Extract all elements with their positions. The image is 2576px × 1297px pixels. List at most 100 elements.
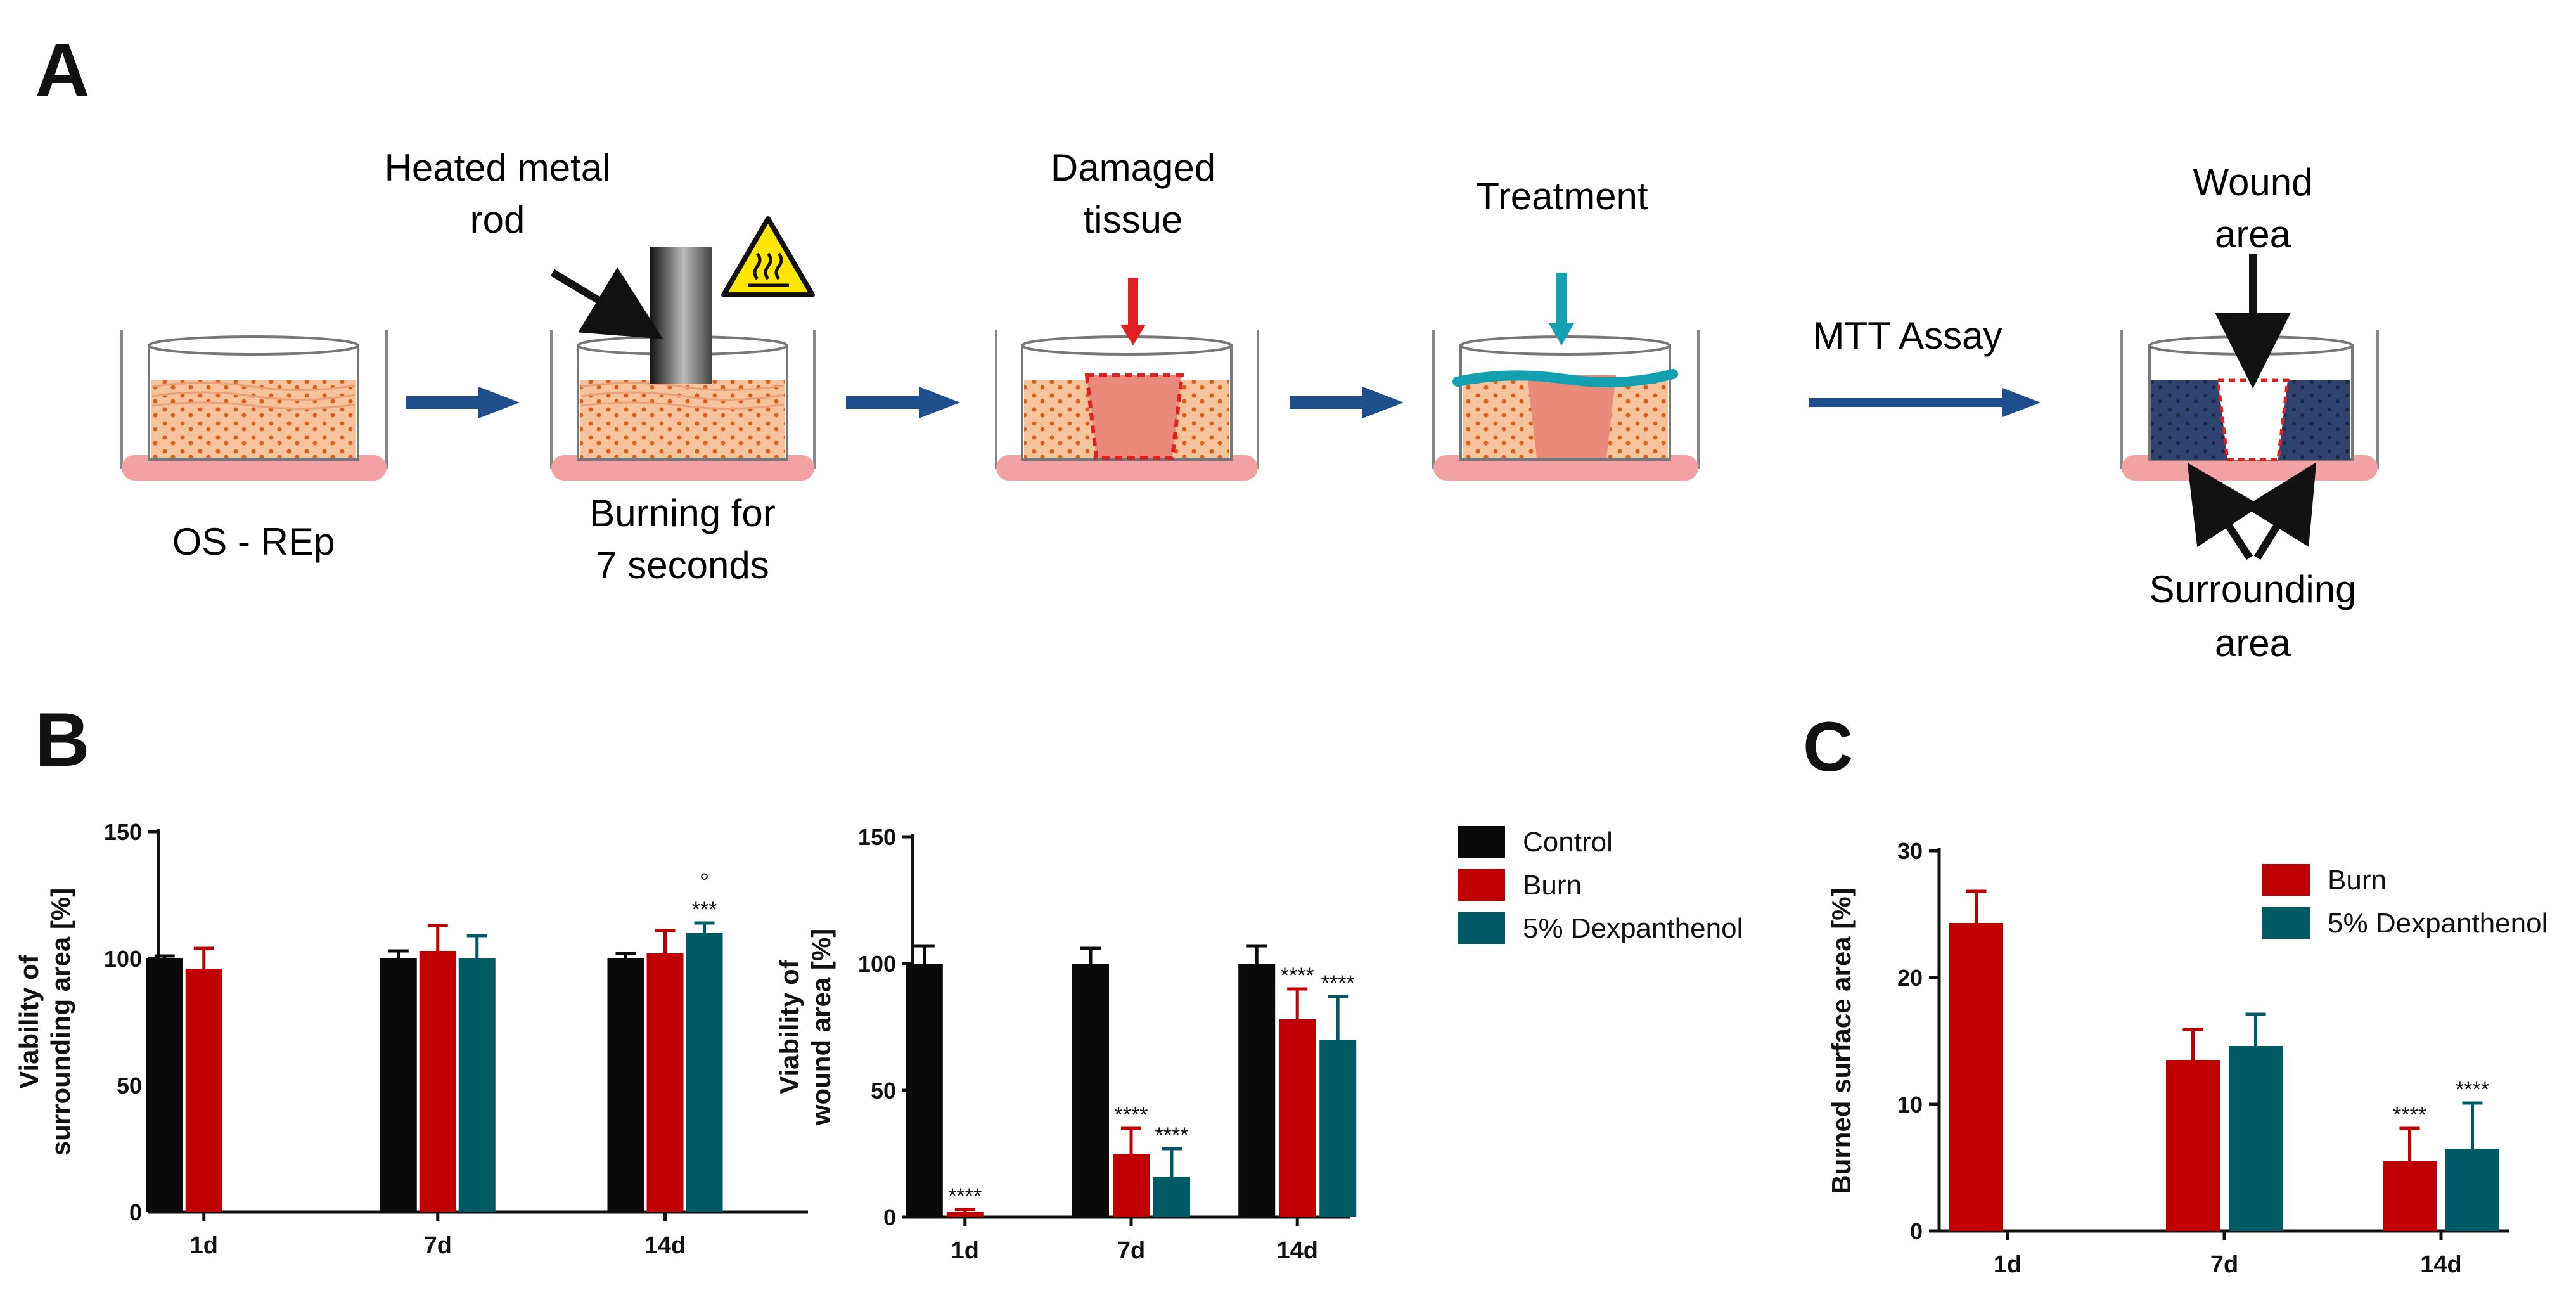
right-arrow-icon [406,387,520,418]
step3-label-2: tissue [1084,198,1183,241]
bar [1238,964,1276,1217]
surround-label-2: area [2215,622,2291,664]
bar [1153,1177,1190,1217]
x-tick-label: 14d [2420,1251,2461,1278]
significance-label: **** [2456,1078,2489,1102]
significance-label: **** [948,1184,982,1208]
y-tick-label: 100 [858,951,896,977]
y-tick-label: 0 [129,1199,142,1225]
x-tick-label: 1d [190,1232,218,1259]
bar [686,933,723,1212]
x-tick-label: 7d [2210,1251,2238,1278]
step3-label: Damaged [1051,146,1215,189]
x-tick-label: 14d [644,1232,686,1259]
rod-label: Heated metal [385,146,611,189]
bar [946,1212,984,1217]
panel-label-b: B [35,697,90,782]
bar [380,958,417,1212]
legend-swatch [1458,869,1505,901]
bar [458,958,496,1212]
down-arrow-icon [1120,278,1146,345]
significance-label: **** [1155,1123,1189,1147]
heated-rod-icon [650,247,712,384]
culture-dish-icon [995,330,1259,481]
bar [185,969,222,1212]
right-arrow-icon [846,387,960,418]
significance-label: *** [692,898,717,922]
step2-label: Burning for [589,492,776,534]
y-tick-label: 0 [1910,1218,1923,1244]
bar [1949,923,2003,1231]
x-tick-label: 7d [1117,1237,1145,1264]
bar [2229,1046,2283,1231]
legend-swatch [2262,907,2310,939]
x-tick-label: 1d [951,1237,979,1264]
y-axis-label: surrounding area [%] [46,888,75,1156]
surround-label: Surrounding [2150,568,2357,610]
y-axis-label: Viability of [14,954,44,1089]
x-tick-label: 7d [424,1232,452,1259]
panel-label-a: A [35,28,90,113]
step4-label: Treatment [1476,175,1648,217]
y-tick-label: 150 [104,819,142,845]
culture-dish-icon [2120,330,2379,481]
y-axis-label: Burned surface area [%] [1826,887,1856,1194]
down-arrow-icon [1549,273,1574,345]
wound-label-2: area [2215,213,2291,255]
bar [2383,1161,2437,1231]
legend-label: Burn [2328,865,2387,896]
bar [146,958,183,1212]
y-tick-label: 20 [1897,965,1923,991]
bar [1113,1154,1150,1217]
right-arrow-icon [1809,388,2041,417]
panel-label-c: C [1803,708,1854,786]
significance-label: **** [2393,1103,2426,1127]
legend-swatch [2262,864,2310,896]
hot-surface-warning-icon [721,216,815,297]
legend-swatch [1458,826,1505,858]
x-tick-label: 1d [1994,1251,2022,1278]
legend-label: 5% Dexpanthenol [1523,913,1743,944]
culture-dish-icon [120,330,388,481]
y-tick-label: 0 [883,1204,896,1230]
y-tick-label: 30 [1897,838,1923,864]
culture-dish-icon [1432,330,1700,481]
rod-label-2: rod [470,198,525,241]
step1-label: OS - REp [172,520,335,563]
legend-label: Burn [1523,870,1582,901]
step2-label-2: 7 seconds [596,544,769,586]
bar [2445,1149,2499,1231]
y-tick-label: 150 [858,824,896,850]
significance-label: ° [700,869,709,896]
right-arrow-icon [1290,387,1404,418]
legend-swatch [1458,912,1505,944]
assay-label: MTT Assay [1813,314,2002,357]
culture-dish-icon [550,330,816,481]
y-tick-label: 100 [104,946,142,972]
bar [419,951,456,1212]
y-tick-label: 50 [871,1078,896,1104]
surround-pointer-arrow-right [2244,462,2317,560]
bar [906,964,943,1217]
rod-pointer-arrow [550,267,663,339]
y-tick-label: 10 [1897,1092,1923,1118]
bar [1279,1019,1316,1217]
bar [1319,1040,1357,1217]
legend-label: Control [1523,827,1613,858]
x-tick-label: 14d [1276,1237,1317,1264]
bar [607,958,644,1212]
significance-label: **** [1115,1103,1148,1127]
wound-label: Wound [2193,161,2312,203]
y-tick-label: 50 [117,1073,142,1099]
legend-label: 5% Dexpanthenol [2328,908,2547,939]
surround-pointer-arrow-left [2187,462,2261,560]
schematic-panel-a: OS - REp Heated metal rod Burning for 7 … [120,146,2379,664]
significance-label: **** [1321,971,1355,995]
y-axis-label: Viability of [774,959,804,1094]
bar [646,953,684,1212]
chart-burned-surface: 0 10 20 30 Burned surface area [%] 1d 7d **** **… [1826,838,2547,1278]
chart-wound-viability: 0 50 100 150 Viability of wound area [%] **** 1… [774,824,1743,1264]
bar [1072,964,1109,1217]
y-axis-label: wound area [%] [806,929,836,1126]
